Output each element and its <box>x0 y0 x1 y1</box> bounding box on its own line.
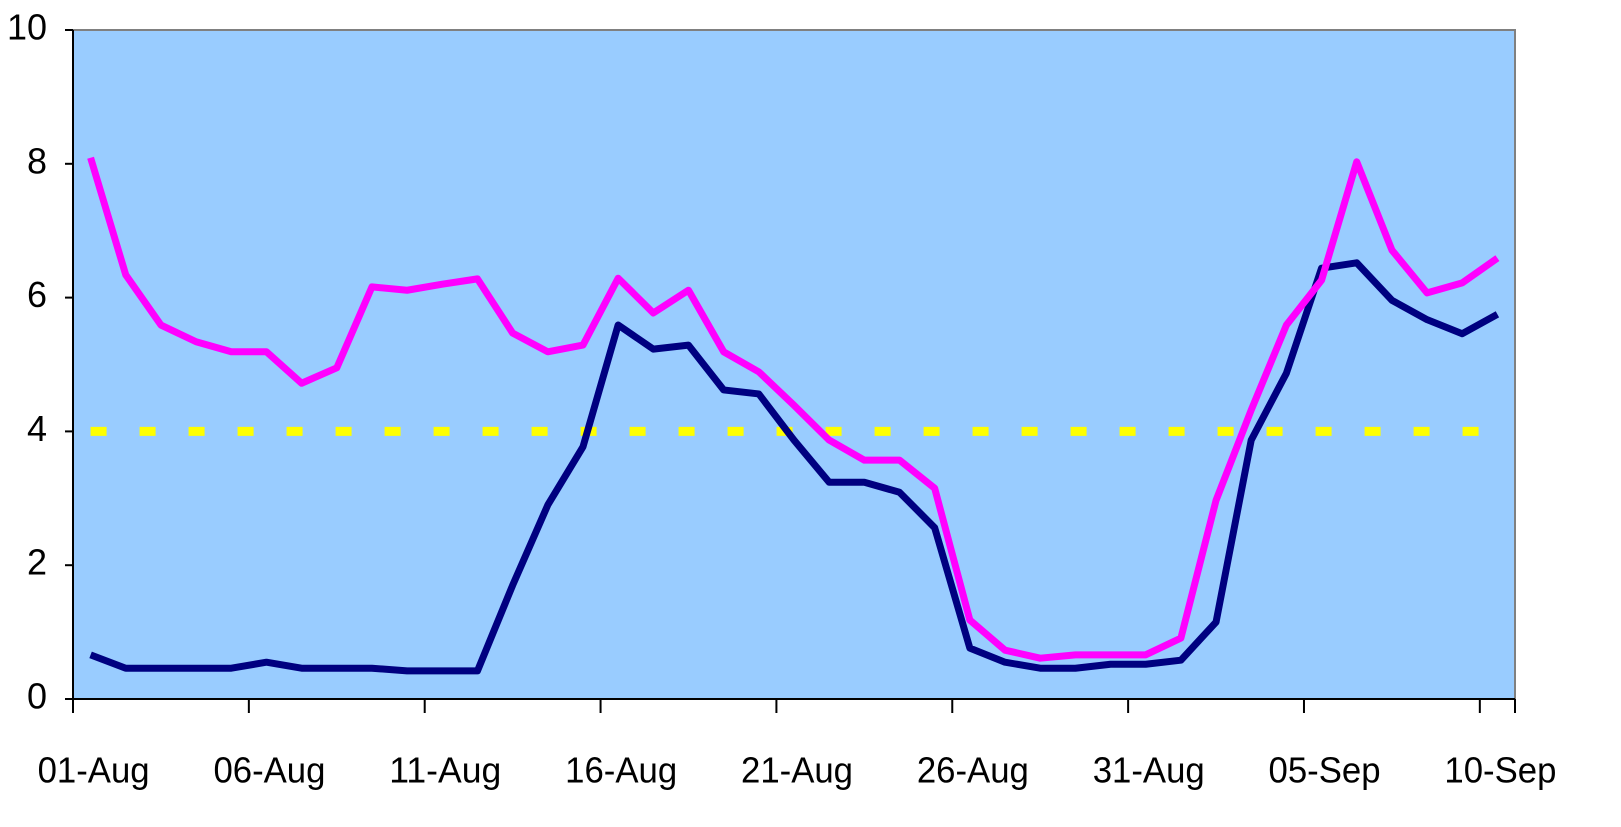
x-tick-label: 11-Aug <box>389 750 501 791</box>
x-tick-label: 06-Aug <box>213 750 325 791</box>
y-tick-label: 8 <box>27 140 47 181</box>
x-tick-label: 21-Aug <box>741 750 853 791</box>
y-tick-label: 10 <box>7 7 47 48</box>
y-tick-label: 6 <box>27 274 47 315</box>
line-series <box>87 156 1500 662</box>
y-tick-label: 4 <box>27 408 47 449</box>
plot-area <box>72 29 1516 700</box>
y-tick-label: 2 <box>27 542 47 583</box>
x-tick-label: 31-Aug <box>1093 750 1205 791</box>
line-series <box>89 259 1500 675</box>
x-tick-label: 10-Sep <box>1444 750 1556 791</box>
x-tick-label: 26-Aug <box>917 750 1029 791</box>
x-tick-label: 05-Sep <box>1269 750 1381 791</box>
x-tick-label: 01-Aug <box>38 750 150 791</box>
x-tick-label: 16-Aug <box>565 750 677 791</box>
y-tick-label: 0 <box>27 676 47 717</box>
